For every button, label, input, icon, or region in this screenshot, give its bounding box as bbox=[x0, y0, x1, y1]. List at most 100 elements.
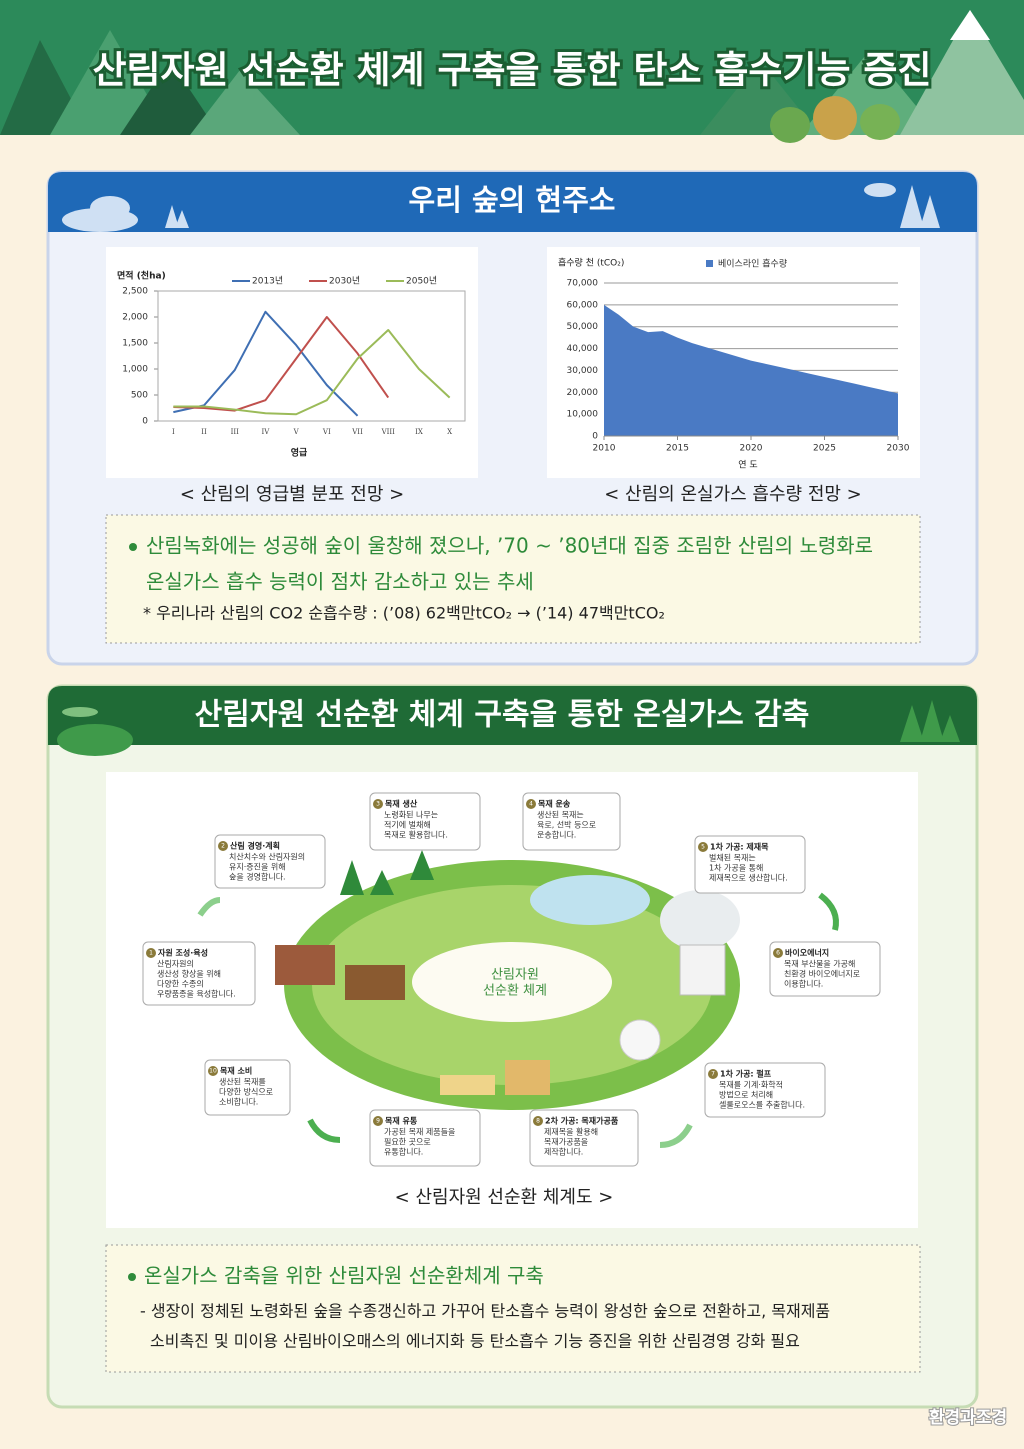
decoration-trees bbox=[57, 700, 960, 756]
x-tick-label: VI bbox=[322, 428, 331, 436]
node-number: 2 bbox=[221, 843, 225, 850]
node-badge bbox=[146, 948, 156, 958]
node-box bbox=[142, 941, 256, 1006]
x-tick-label: X bbox=[447, 428, 452, 436]
node-number: 10 bbox=[209, 1068, 217, 1075]
node-title: 목재 생산 bbox=[385, 799, 418, 809]
node-text: 유통합니다. bbox=[384, 1147, 423, 1157]
x-tick-label: VIII bbox=[381, 428, 396, 436]
x-tick-label: 2015 bbox=[666, 444, 689, 454]
y-tick-label: 10,000 bbox=[567, 410, 599, 420]
node-box bbox=[369, 792, 481, 851]
node-box bbox=[704, 1062, 826, 1118]
y-axis-title: 면적 (천ha) bbox=[117, 270, 166, 282]
data-line bbox=[173, 310, 359, 417]
node-text: 방법으로 처리해 bbox=[719, 1090, 773, 1100]
chart-caption: < 산림의 온실가스 흡수량 전망 > bbox=[604, 484, 862, 505]
node-text: 제재목으로 생산합니다. bbox=[709, 873, 788, 883]
cycle-center-label: 산림자원 bbox=[491, 968, 539, 983]
y-tick-label: 1,000 bbox=[122, 365, 148, 375]
cycle-center-label: 선순환 체계 bbox=[483, 984, 547, 999]
y-tick-label: 500 bbox=[131, 391, 148, 401]
x-tick-label: IX bbox=[415, 428, 423, 436]
info-box bbox=[105, 514, 921, 644]
plot-frame bbox=[157, 290, 466, 422]
section-header bbox=[48, 172, 977, 232]
node-title: 목재 유통 bbox=[385, 1116, 418, 1126]
y-tick-label: 0 bbox=[142, 417, 148, 427]
info-box bbox=[105, 1244, 921, 1373]
node-badge bbox=[373, 1116, 383, 1126]
bullet-text: 온실가스 감축을 위한 산림자원 선순환체계 구축 bbox=[144, 1264, 544, 1288]
header-banner bbox=[0, 0, 1024, 143]
node-text: 다양한 방식으로 bbox=[219, 1087, 273, 1097]
node-text: 필요한 곳으로 bbox=[384, 1137, 431, 1147]
decoration-clouds bbox=[62, 183, 940, 232]
node-number: 1 bbox=[149, 950, 153, 957]
x-tick-label: VII bbox=[351, 428, 363, 436]
node-text: 가공된 목재 제품들을 bbox=[384, 1127, 455, 1137]
node-text: 산림자원의 bbox=[157, 959, 194, 969]
node-text: 셀룰로오스를 추출합니다. bbox=[719, 1100, 805, 1110]
node-text: 우량품종을 육성합니다. bbox=[157, 989, 236, 999]
y-tick-label: 2,500 bbox=[122, 287, 148, 297]
node-title: 목재 운송 bbox=[538, 799, 571, 809]
x-tick-label: III bbox=[231, 428, 240, 436]
bullet-dot bbox=[128, 1273, 136, 1281]
y-tick-label: 70,000 bbox=[567, 279, 599, 289]
node-title: 산림 경영·계획 bbox=[230, 841, 280, 851]
node-badge bbox=[208, 1066, 218, 1076]
node-box bbox=[694, 835, 806, 894]
node-box bbox=[214, 834, 326, 889]
node-text: 목재가공품을 bbox=[544, 1138, 588, 1147]
x-tick-label: 2010 bbox=[593, 444, 616, 454]
node-title: 목재 소비 bbox=[220, 1066, 252, 1076]
detail-text: - 생장이 정체된 노령화된 숲을 수종갱신하고 가꾸어 탄소흡수 능력이 왕성… bbox=[140, 1302, 830, 1321]
node-text: 제작합니다. bbox=[544, 1147, 583, 1157]
node-badge bbox=[708, 1069, 718, 1079]
node-number: 6 bbox=[776, 950, 780, 957]
node-text: 노령화된 나무는 bbox=[384, 810, 438, 820]
x-tick-label: I bbox=[172, 428, 175, 436]
bullet-dot bbox=[129, 543, 137, 551]
chart-panel bbox=[106, 247, 478, 478]
y-tick-label: 20,000 bbox=[567, 388, 599, 398]
legend-label: 2030년 bbox=[329, 276, 360, 287]
node-text: 이용합니다. bbox=[784, 979, 823, 989]
y-tick-label: 0 bbox=[592, 432, 598, 442]
node-text: 생산된 목재를 bbox=[219, 1077, 266, 1087]
node-number: 4 bbox=[529, 801, 533, 808]
node-title: 바이오에너지 bbox=[785, 948, 829, 958]
note-text: * 우리나라 산림의 CO2 순흡수량 : (’08) 62백만tCO₂ → (… bbox=[143, 604, 665, 623]
node-badge bbox=[526, 799, 536, 809]
legend-swatch bbox=[706, 260, 713, 267]
node-title: 2차 가공: 목재가공품 bbox=[545, 1116, 619, 1126]
node-text: 벌채된 목재는 bbox=[709, 853, 756, 863]
x-tick-label: 2030 bbox=[887, 444, 910, 454]
node-text: 생산성 향상을 위해 bbox=[157, 969, 221, 979]
cycle-illustration bbox=[197, 850, 839, 1148]
node-badge bbox=[698, 842, 708, 852]
footer-logo: 환경과조경 bbox=[929, 1408, 1007, 1428]
node-text: 목재 부산물을 가공해 bbox=[784, 959, 855, 969]
bullet-text: 산림녹화에는 성공해 숲이 울창해 졌으나, ’70 ~ ’80년대 집중 조림… bbox=[146, 534, 873, 558]
node-badge bbox=[218, 841, 228, 851]
bullet-text: 온실가스 흡수 능력이 점차 감소하고 있는 추세 bbox=[146, 570, 534, 594]
legend-label: 2050년 bbox=[406, 276, 437, 287]
legend-label: 2013년 bbox=[252, 276, 283, 287]
x-axis-title: 영급 bbox=[291, 447, 308, 459]
node-text: 다양한 수종의 bbox=[157, 979, 204, 989]
section-header bbox=[48, 686, 977, 745]
y-tick-label: 30,000 bbox=[567, 366, 599, 376]
diagram-caption: < 산림자원 선순환 체계도 > bbox=[395, 1187, 614, 1208]
data-line bbox=[173, 329, 451, 416]
x-tick-label: 2020 bbox=[740, 444, 763, 454]
node-badge bbox=[773, 948, 783, 958]
node-text: 친환경 바이오에너지로 bbox=[784, 969, 860, 979]
node-box bbox=[769, 941, 881, 997]
node-text: 육로, 선박 등으로 bbox=[537, 820, 596, 830]
y-tick-label: 60,000 bbox=[567, 300, 599, 310]
node-text: 유지·증진을 위해 bbox=[229, 862, 286, 872]
y-tick-label: 40,000 bbox=[567, 344, 599, 354]
